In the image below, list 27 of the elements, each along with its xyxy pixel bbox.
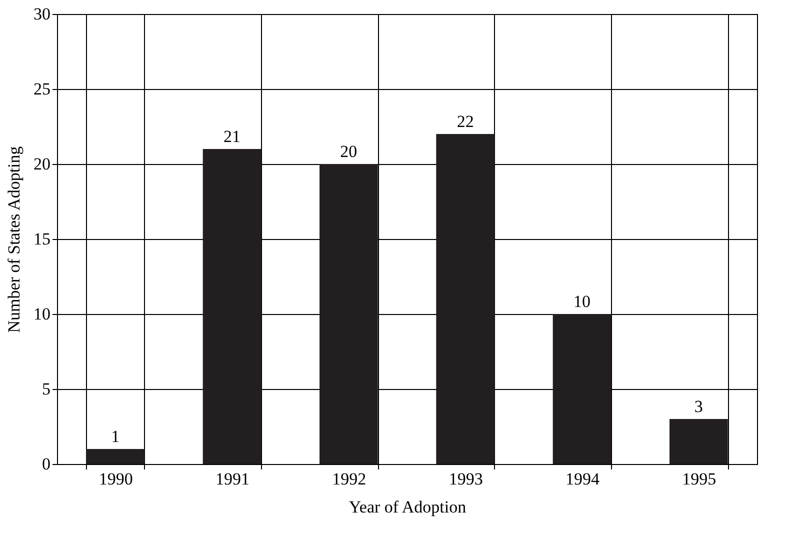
- x-tick-label: 1994: [566, 470, 600, 488]
- x-tick-label: 1991: [216, 470, 250, 488]
- bar: [202, 149, 262, 464]
- data-label: 3: [694, 397, 703, 416]
- y-tick-label: 5: [42, 380, 50, 398]
- y-tick-label: 0: [42, 454, 50, 474]
- data-label: 1: [111, 427, 120, 446]
- x-axis-title: Year of Adoption: [348, 498, 467, 516]
- y-tick-label: 20: [34, 154, 50, 174]
- data-label: 21: [224, 127, 240, 146]
- data-label: 20: [340, 142, 358, 161]
- x-tick-label: 1992: [332, 470, 366, 488]
- y-tick-label: 30: [34, 4, 50, 24]
- y-axis-title: Number of States Adopting: [4, 146, 24, 333]
- data-label: 10: [574, 292, 590, 311]
- y-tick-label: 15: [34, 230, 50, 248]
- bar: [320, 164, 378, 464]
- bar: [670, 419, 728, 464]
- bar: [436, 134, 494, 464]
- data-label: 22: [456, 112, 474, 131]
- x-tick-label: 1993: [448, 470, 483, 488]
- bar: [552, 314, 612, 464]
- x-tick-label: 1995: [682, 470, 716, 488]
- y-tick-label: 25: [34, 80, 50, 98]
- y-tick-label: 10: [34, 304, 50, 324]
- x-tick-label: 1990: [98, 470, 133, 488]
- bar: [86, 449, 144, 464]
